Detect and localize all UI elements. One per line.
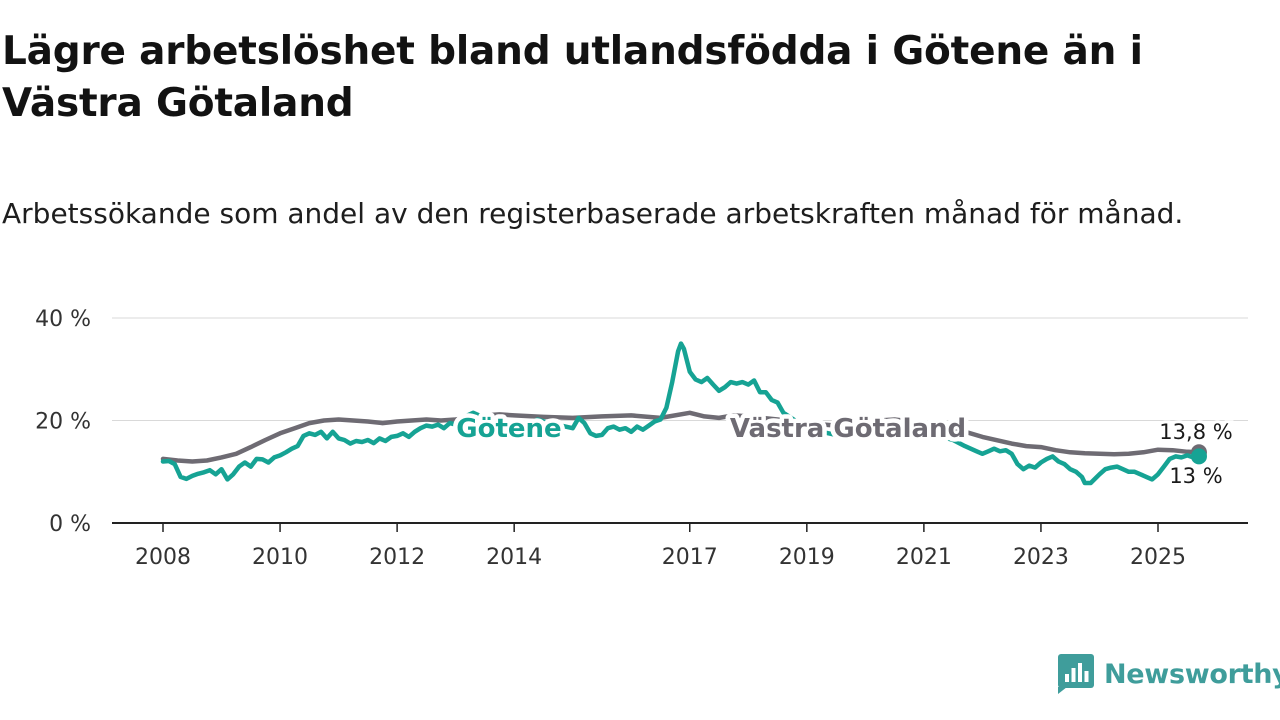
series-lines: [160, 341, 1207, 486]
brand-logo[interactable]: Newsworthy: [1058, 654, 1280, 694]
x-tick-label: 2025: [1130, 545, 1186, 570]
grid-lines: [112, 317, 1248, 421]
x-tick-label: 2023: [1013, 545, 1069, 570]
end-value-label-vastra-gotaland: 13,8 %: [1159, 420, 1232, 444]
chart-title: Lägre arbetslöshet bland utlandsfödda i …: [2, 29, 1143, 126]
y-tick-label: 20 %: [35, 410, 91, 435]
x-axis: 2008 2010 2012 2014 2017 2019 2021 2023 2025: [112, 522, 1248, 570]
x-tick-label: 2014: [486, 545, 542, 570]
series-labels: Götene Västra Götaland 13,8 % 13 %: [452, 410, 1236, 492]
series-label-gotene: Götene: [456, 414, 561, 444]
x-tick-label: 2017: [662, 545, 718, 570]
y-tick-label: 0 %: [49, 512, 91, 537]
end-point-gotene: [1190, 448, 1207, 465]
series-label-vastra-gotaland: Västra Götaland: [730, 414, 966, 444]
x-tick-label: 2019: [779, 545, 835, 570]
x-tick-label: 2010: [252, 545, 308, 570]
y-tick-label: 40 %: [35, 307, 91, 332]
newsworthy-chart-icon: [1058, 654, 1094, 694]
x-tick-label: 2021: [896, 545, 952, 570]
x-tick-label: 2012: [369, 545, 425, 570]
y-axis-tick-labels: 0 % 20 % 40 %: [35, 307, 91, 537]
end-value-label-gotene: 13 %: [1169, 464, 1222, 488]
chart-subtitle: Arbetssökande som andel av den registerb…: [2, 197, 1184, 230]
series-line-gotene: [160, 341, 1202, 486]
brand-name: Newsworthy: [1104, 658, 1280, 690]
x-tick-label: 2008: [135, 545, 191, 570]
